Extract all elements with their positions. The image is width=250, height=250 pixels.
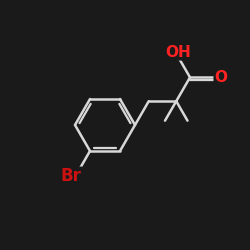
Text: O: O [214, 70, 227, 85]
Text: OH: OH [165, 45, 191, 60]
Text: Br: Br [61, 168, 82, 186]
